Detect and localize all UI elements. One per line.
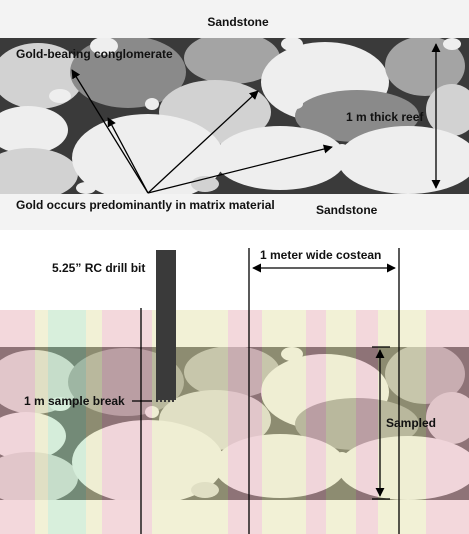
- pebbles-bottom: [0, 347, 469, 500]
- label-reef-thickness: 1 m thick reef: [346, 110, 424, 124]
- label-top-sandstone: Sandstone: [207, 15, 269, 29]
- lower-top-sandstone: [0, 310, 469, 347]
- label-costean: 1 meter wide costean: [260, 248, 381, 262]
- label-sampled: Sampled: [386, 416, 436, 430]
- lower-bottom-sandstone: [0, 500, 469, 534]
- label-gold-in-matrix: Gold occurs predominantly in matrix mate…: [16, 198, 275, 212]
- sample-stripes: [0, 310, 469, 534]
- top-cross-section: Sandstone Gold-bearing conglomerate 1 m …: [0, 0, 469, 230]
- bottom-cross-section: 5.25” RC drill bit 1 meter wide costean …: [0, 248, 469, 534]
- gold-pointer-arrows: [71, 69, 333, 194]
- label-conglomerate: Gold-bearing conglomerate: [16, 47, 173, 61]
- top-sandstone-layer: [0, 0, 469, 38]
- bottom-sandstone-layer: [0, 194, 469, 230]
- pebbles-top: [0, 38, 469, 194]
- label-bottom-sandstone: Sandstone: [316, 203, 378, 217]
- label-drill-bit: 5.25” RC drill bit: [52, 261, 145, 275]
- rc-drill-bit: [156, 250, 176, 400]
- label-sample-break: 1 m sample break: [24, 394, 125, 408]
